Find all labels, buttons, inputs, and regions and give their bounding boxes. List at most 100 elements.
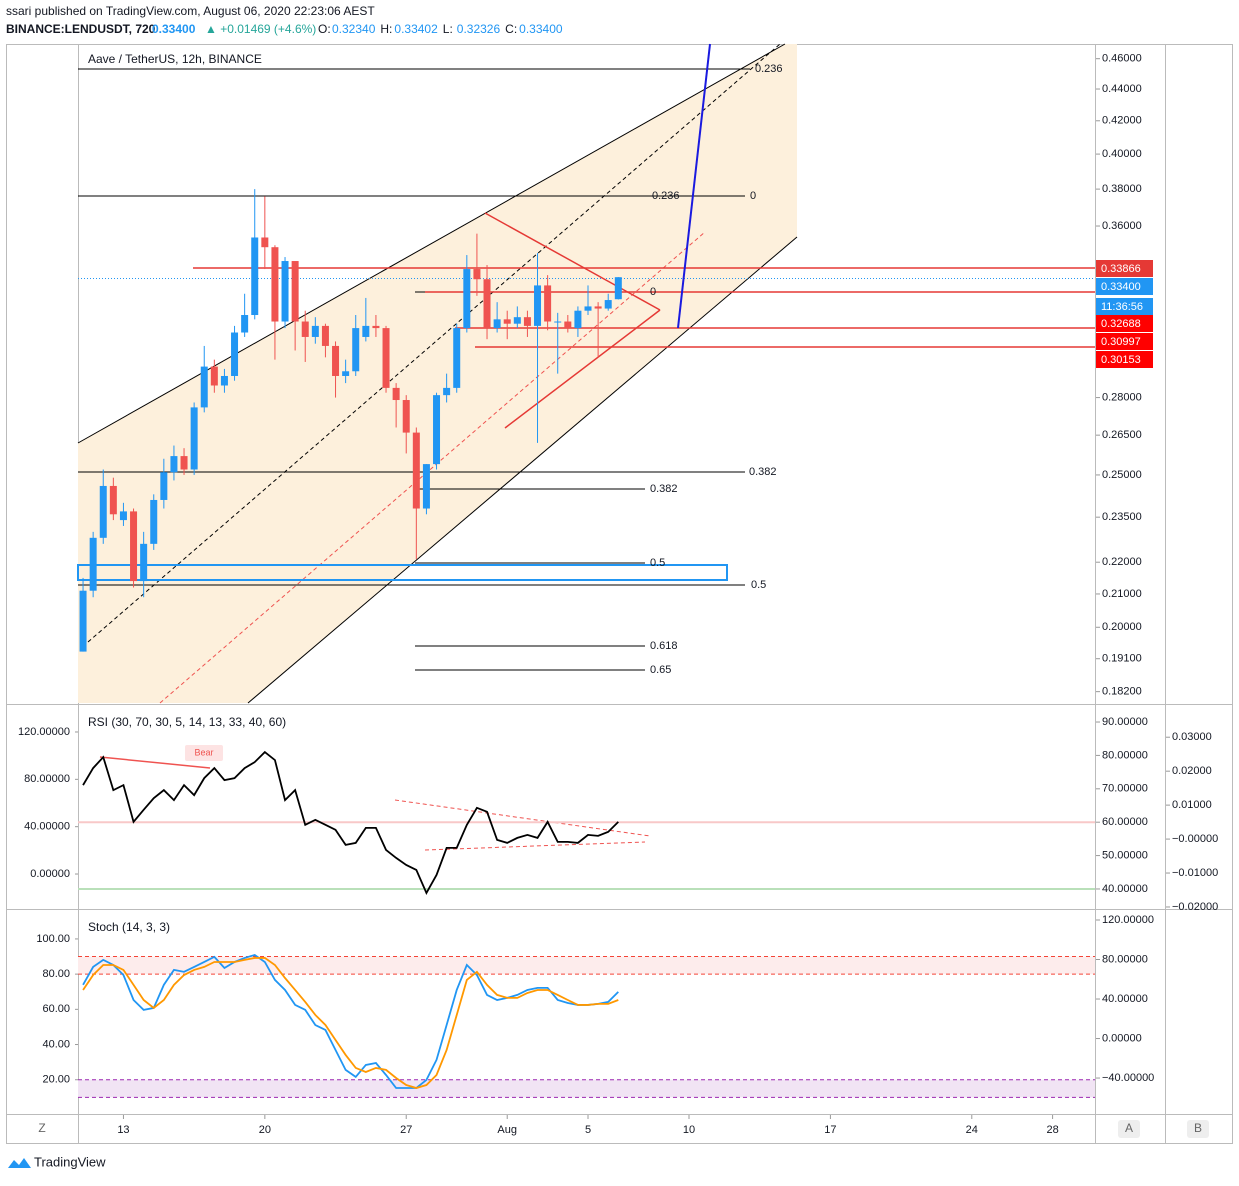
button-bg[interactable] <box>1118 1120 1140 1138</box>
ohlc-value: 0.33402 <box>394 22 438 36</box>
tick-label: 120.00000 <box>1102 914 1154 926</box>
price-label-box <box>1096 333 1153 350</box>
candle-body <box>301 321 309 337</box>
candle-body <box>190 407 198 470</box>
channel-mid <box>87 43 781 643</box>
candle-body <box>99 485 107 538</box>
channel-fill <box>78 44 797 703</box>
tick-label: 0.44000 <box>1102 83 1142 95</box>
candle-body <box>119 511 127 521</box>
price-label-box <box>1096 278 1153 295</box>
fib-label: 0.5 <box>650 557 665 569</box>
tick-label: 90.00000 <box>1102 716 1148 728</box>
fib-label: 0 <box>650 286 656 298</box>
tick-label: −0.01000 <box>1172 867 1218 879</box>
band-fill <box>78 956 1095 975</box>
candle-body <box>220 375 228 386</box>
candle-body <box>321 325 329 346</box>
x-tick-label: 28 <box>1046 1124 1058 1136</box>
frame <box>6 44 1233 1144</box>
candle-body <box>352 328 360 372</box>
price-label-box <box>1096 351 1153 368</box>
tick-label: 120.00000 <box>18 726 70 738</box>
candle-body <box>372 325 380 329</box>
series-line <box>82 750 619 895</box>
annotation-box <box>185 745 223 761</box>
candle-body <box>483 279 491 329</box>
tick-label: 100.00 <box>36 933 70 945</box>
price-label-box <box>1096 260 1153 277</box>
ohlc-value: 0.32326 <box>457 22 501 36</box>
candle-body <box>564 321 572 329</box>
candle-body <box>544 285 552 322</box>
candle-body <box>614 277 622 300</box>
tick-label: 0.01000 <box>1172 799 1212 811</box>
tick-label: −40.00000 <box>1102 1072 1154 1084</box>
candle-body <box>150 499 158 544</box>
levels <box>193 212 1095 429</box>
tick-label: 0.18200 <box>1102 686 1142 698</box>
channel-line <box>77 43 786 444</box>
candle-body <box>453 328 461 388</box>
tick-label: 0.21000 <box>1102 588 1142 600</box>
button-bg[interactable] <box>1187 1120 1209 1138</box>
candle-body <box>170 456 178 473</box>
published: ssari published on TradingView.com, Augu… <box>6 4 375 18</box>
pane-title: Stoch (14, 3, 3) <box>88 920 170 934</box>
candle-body <box>281 261 289 322</box>
candle-body <box>140 543 148 582</box>
tick-label: 50.00000 <box>1102 849 1148 861</box>
tick-label: 0.42000 <box>1102 115 1142 127</box>
x-tick-label: 20 <box>259 1124 271 1136</box>
price-label-box <box>1096 298 1153 315</box>
candle-body <box>130 511 138 582</box>
pane-title: RSI (30, 70, 30, 5, 14, 13, 33, 40, 60) <box>88 715 286 729</box>
annotation: Bear <box>194 747 213 757</box>
candle-body <box>412 432 420 509</box>
divergence <box>99 756 211 769</box>
tick-label: 40.00 <box>42 1038 70 1050</box>
fib-label: 0.618 <box>650 640 678 652</box>
trend-line <box>677 43 711 329</box>
candle-body <box>89 537 97 591</box>
candle-body <box>402 400 410 433</box>
candle-body <box>584 306 592 311</box>
series-line <box>82 953 619 1089</box>
tick-label: 80.00000 <box>1102 749 1148 761</box>
ohlc-value: 0.33400 <box>519 22 563 36</box>
candle-body <box>342 371 350 376</box>
x-tick-label: 27 <box>400 1124 412 1136</box>
tick-label: 80.00 <box>42 968 70 980</box>
price-label: 0.32688 <box>1101 318 1141 330</box>
fib-label: 0.382 <box>749 466 777 478</box>
ohlc-label: L: <box>443 22 453 36</box>
tick-label: 0.19100 <box>1102 653 1142 665</box>
fib-label: 0 <box>750 190 756 202</box>
tick-label: −0.00000 <box>1172 833 1218 845</box>
ohlc-label: O: <box>318 22 331 36</box>
tick-label: 0.36000 <box>1102 220 1142 232</box>
candle-body <box>362 325 370 337</box>
tick-label: 70.00000 <box>1102 783 1148 795</box>
fib-label: 0.236 <box>755 63 783 75</box>
tick-label: 0.23500 <box>1102 511 1142 523</box>
tick-label: 60.00 <box>42 1003 70 1015</box>
tick-label: 40.00000 <box>24 821 70 833</box>
candle-body <box>443 387 451 396</box>
candle-body <box>180 456 188 470</box>
x-tick-label: 24 <box>966 1124 978 1136</box>
candle-body <box>534 285 542 326</box>
logo <box>8 1158 31 1168</box>
tick-label: 60.00000 <box>1102 816 1148 828</box>
tick-label: 0.28000 <box>1102 391 1142 403</box>
pane-title: Aave / TetherUS, 12h, BINANCE <box>88 52 262 66</box>
button[interactable]: A <box>1125 1121 1133 1135</box>
tick-label: 0.26500 <box>1102 429 1142 441</box>
button[interactable]: Z <box>38 1121 45 1135</box>
footer: TradingView <box>34 1154 106 1169</box>
price-label: 0.30997 <box>1101 336 1141 348</box>
series-line <box>82 957 619 1089</box>
button[interactable]: B <box>1194 1121 1202 1135</box>
channel-mid <box>159 231 706 704</box>
